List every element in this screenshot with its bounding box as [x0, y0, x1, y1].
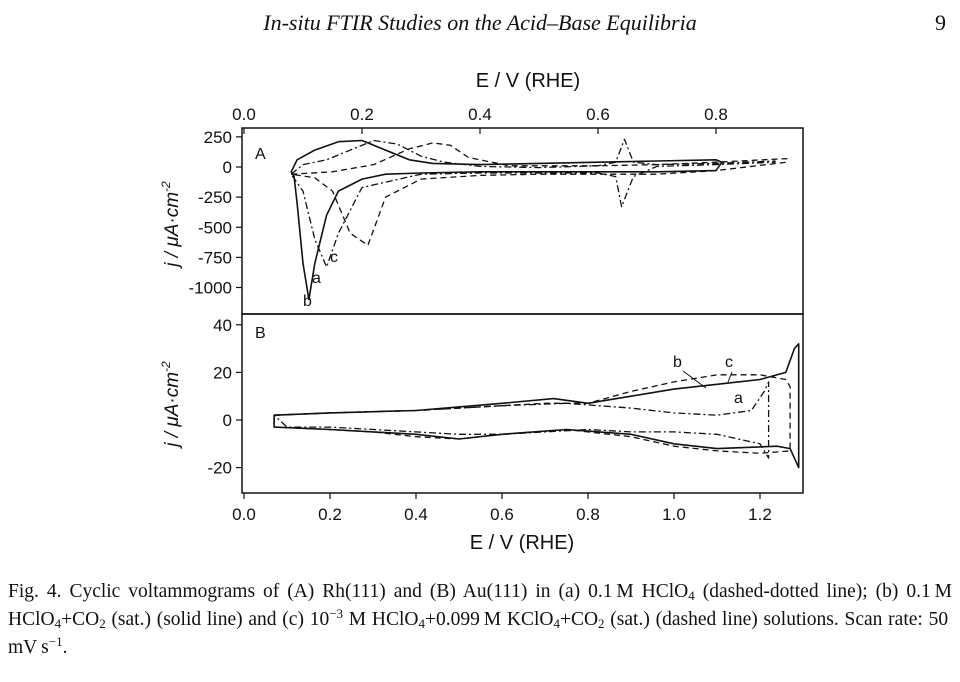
figure-caption: Fig. 4. Cyclic voltammograms of (A) Rh(1… [8, 581, 952, 658]
panel-a-top-tick-label: 0.0 [232, 105, 256, 124]
panel-b-y-ticks: 40 20 0 -20 [207, 316, 242, 478]
panel-a-top-tick-label: 0.2 [350, 105, 374, 124]
panel-a-y-tick-label: -750 [198, 248, 232, 267]
panel-b-series-a [273, 381, 770, 459]
panel-b-curve-label-c: c [725, 354, 733, 371]
panel-a-series-a [290, 138, 776, 268]
running-title: In-situ FTIR Studies on the Acid–Base Eq… [263, 10, 697, 35]
panel-a-top-axis-label: E / V (RHE) [476, 70, 580, 92]
panel-a-y-tick-label: 0 [223, 158, 232, 177]
svg-text:j / μA·cm-2: j / μA·cm-2 [159, 361, 183, 450]
panel-b-x-tick-label: 0.0 [232, 505, 256, 524]
panel-a-top-tick-label: 0.8 [704, 105, 728, 124]
panel-a-curve-label-a: a [312, 270, 321, 287]
panel-a-curve-label-b: b [303, 293, 312, 310]
page-header: In-situ FTIR Studies on the Acid–Base Eq… [0, 10, 960, 38]
panel-a-series-b [290, 139, 723, 301]
panel-b-x-tick-label: 0.8 [576, 505, 600, 524]
panel-a-top-ticks: 0.0 0.2 0.4 0.6 0.8 [232, 105, 728, 134]
panel-a-curve-label-c: c [330, 249, 338, 266]
figure-4: E / V (RHE) 0.0 0.2 0.4 0.6 0.8 250 0 -250 -500… [159, 70, 804, 554]
panel-b-series-c [273, 374, 791, 454]
panel-b-y-tick-label: 20 [213, 363, 232, 382]
panel-b-x-tick-label: 0.2 [318, 505, 342, 524]
panel-b-leader-c [727, 371, 733, 383]
panel-b-curves [273, 343, 800, 469]
panel-a-curves [290, 138, 788, 301]
panel-a-series-c [290, 142, 788, 246]
panel-a-label: A [255, 146, 266, 163]
panel-b-x-tick-label: 0.6 [490, 505, 514, 524]
panel-b-x-tick-label: 0.4 [404, 505, 428, 524]
panel-b-leader-b [682, 370, 707, 389]
panel-b-y-tick-label: 40 [213, 316, 232, 335]
panel-a-y-tick-label: -250 [198, 188, 232, 207]
panel-b-x-ticks: 0.0 0.2 0.4 0.6 0.8 1.0 1.2 [232, 493, 772, 524]
panel-a-frame [241, 127, 804, 315]
panel-b-curve-label-b: b [673, 354, 682, 371]
panel-b-y-axis-label: j / μA·cm-2 [159, 361, 183, 450]
panel-a-top-tick-label: 0.4 [468, 105, 492, 124]
svg-text:j / μA·cm-2: j / μA·cm-2 [159, 181, 183, 270]
panel-a-y-tick-label: 250 [204, 128, 232, 147]
panel-a-y-tick-label: -1000 [189, 279, 232, 298]
panel-b-label: B [255, 325, 266, 342]
panel-a-y-axis-label: j / μA·cm-2 [159, 181, 183, 270]
panel-b-curve-label-a: a [734, 390, 743, 407]
page-number: 9 [935, 10, 946, 35]
panel-a-y-tick-label: -500 [198, 218, 232, 237]
panel-b-x-tick-label: 1.0 [662, 505, 686, 524]
panel-b-y-tick-label: -20 [207, 459, 232, 478]
panel-b-x-tick-label: 1.2 [748, 505, 772, 524]
panel-b-frame [241, 313, 804, 494]
panel-b-series-b [273, 343, 800, 469]
panel-a-top-tick-label: 0.6 [586, 105, 610, 124]
panel-a-y-ticks: 250 0 -250 -500 -750 -1000 [189, 128, 242, 298]
panel-b-x-axis-label: E / V (RHE) [470, 532, 574, 554]
panel-b-y-tick-label: 0 [223, 411, 232, 430]
